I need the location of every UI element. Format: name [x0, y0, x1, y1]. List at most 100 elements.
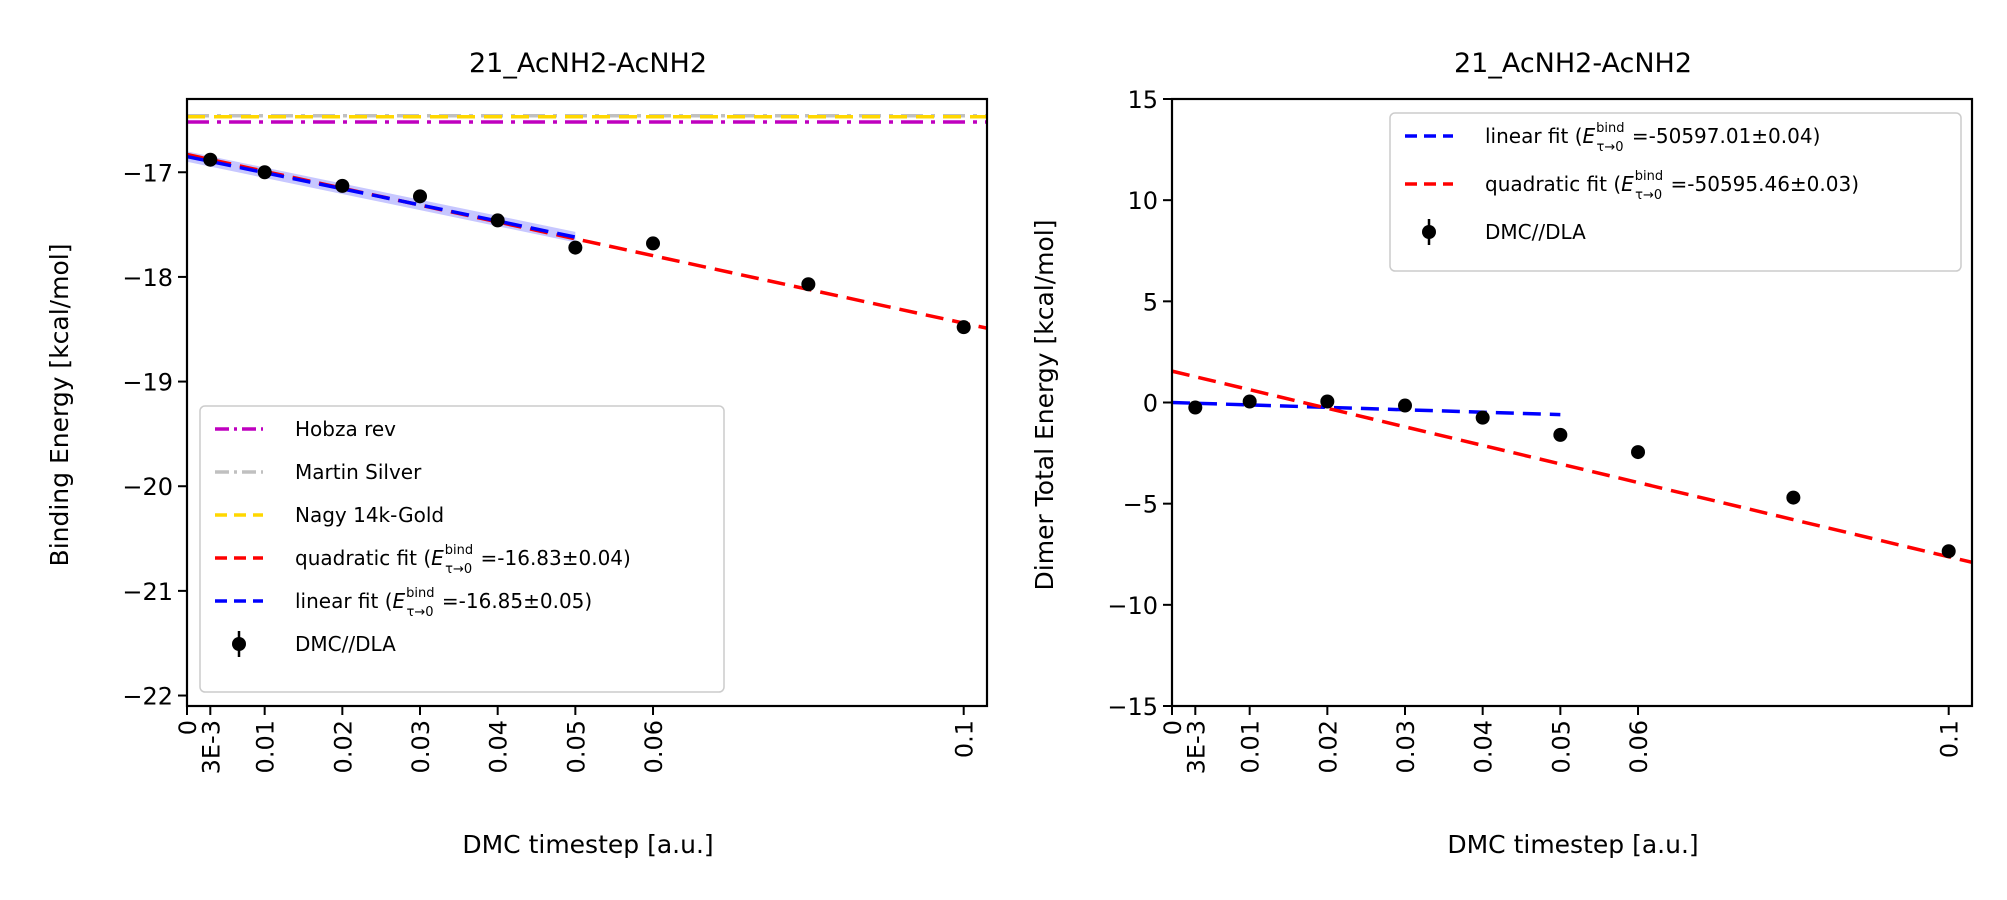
y-tick-label: −22	[122, 683, 173, 711]
data-point	[1188, 400, 1203, 415]
x-tick-label: 0.01	[252, 720, 280, 773]
y-tick-label: 15	[1127, 86, 1158, 114]
legend-label-prefix: linear fit (	[1485, 124, 1583, 148]
dimer-total-energy-chart: 21_AcNH2-AcNH2 DMC timestep [a.u.] Dimer…	[1030, 48, 1974, 859]
legend-label: Martin Silver	[295, 460, 422, 484]
data-point	[490, 213, 505, 228]
data-point	[956, 320, 971, 335]
y-axis-label: Binding Energy [kcal/mol]	[45, 244, 74, 567]
legend-box	[1389, 112, 1962, 272]
legend-label-symbol: E	[431, 546, 444, 570]
x-tick-label: 0.06	[640, 720, 668, 773]
axes-frame	[1170, 97, 1974, 708]
legend-label: quadratic fit (Ebind τ→0 =-16.83±0.04)	[295, 543, 631, 577]
data-point	[1242, 394, 1257, 409]
legend-label: Nagy 14k-Gold	[295, 503, 444, 527]
y-axis-ticks: −22 −21 −20 −19 −18 −17	[122, 159, 187, 711]
x-tick-label: 0.05	[1547, 720, 1575, 773]
fit-line-linear-fit	[187, 154, 576, 239]
legend-label-value: =-50597.01±0.04)	[1626, 124, 1821, 148]
legend-label-subscript: τ→0	[1597, 140, 1624, 155]
legend-label-superscript: bind	[445, 543, 473, 558]
x-tick-label: 0	[174, 720, 202, 735]
legend-label: DMC//DLA	[1485, 220, 1586, 244]
legend-label-symbol: E	[1583, 124, 1596, 148]
legend-label-superscript: bind	[1635, 169, 1663, 184]
legend-item-martin-silver: Martin Silver	[215, 460, 422, 484]
x-tick-label: 0.04	[485, 720, 513, 773]
y-tick-label: −17	[122, 159, 173, 187]
legend-item-linear-fit: linear fit (Ebind τ→0 =-16.85±0.05)	[215, 586, 592, 620]
legend-item-dmc-dla: DMC//DLA	[232, 631, 396, 657]
data-point	[1475, 410, 1490, 425]
x-tick-label: 0.03	[1392, 720, 1420, 773]
legend: Hobza rev Martin Silver Nagy 14k-Gold quadr…	[199, 405, 725, 693]
legend-label-subscript: τ→0	[1635, 188, 1662, 203]
x-tick-label: 0.02	[329, 720, 357, 773]
legend-label-prefix: quadratic fit (	[295, 546, 431, 570]
legend-item-linear-fit: linear fit (Ebind τ→0 =-50597.01±0.04)	[1405, 121, 1820, 155]
legend: linear fit (Ebind τ→0 =-50597.01±0.04)qua…	[1389, 112, 1962, 272]
x-tick-label: 3E-3	[1182, 720, 1210, 774]
y-tick-label: −15	[1107, 693, 1158, 721]
data-point	[1320, 394, 1335, 409]
legend-swatch-marker	[232, 637, 246, 651]
data-point	[1553, 427, 1568, 442]
x-tick-label: 0.1	[951, 720, 979, 758]
legend-label: quadratic fit (Ebind τ→0 =-50595.46±0.03)	[1485, 169, 1859, 203]
x-tick-label: 0.01	[1237, 720, 1265, 773]
legend-label-symbol: E	[393, 589, 406, 613]
legend-label-value: =-50595.46±0.03)	[1664, 172, 1859, 196]
binding-energy-chart: 21_AcNH2-AcNH2 DMC timestep [a.u.] Bindi…	[45, 48, 989, 859]
legend-label-value: =-16.85±0.05)	[436, 589, 593, 613]
y-tick-label: −21	[122, 578, 173, 606]
data-point	[335, 178, 350, 193]
y-tick-label: −5	[1123, 491, 1158, 519]
legend-label-symbol: E	[1621, 172, 1634, 196]
x-axis-ticks: 03E-3 0.01 0.02 0.03 0.04 0.05 0.06 0.1	[1159, 706, 1964, 774]
legend-item-quadratic-fit: quadratic fit (Ebind τ→0 =-16.83±0.04)	[215, 543, 631, 577]
y-tick-label: 0	[1143, 390, 1158, 418]
x-tick-label: 3E-3	[197, 720, 225, 774]
legend-label: linear fit (Ebind τ→0 =-16.85±0.05)	[295, 586, 592, 620]
y-tick-label: −10	[1107, 592, 1158, 620]
plot-area	[1172, 369, 1972, 565]
legend-label: DMC//DLA	[295, 632, 396, 656]
legend-item-hobza-rev: Hobza rev	[215, 417, 396, 441]
legend-label-superscript: bind	[406, 586, 434, 601]
plot-area	[187, 113, 987, 335]
axes-frame	[185, 97, 989, 708]
data-point	[801, 277, 816, 292]
legend-label: Hobza rev	[295, 417, 396, 441]
y-tick-label: −20	[122, 473, 173, 501]
x-tick-label: 0.02	[1314, 720, 1342, 773]
chart-title: 21_AcNH2-AcNH2	[469, 48, 707, 79]
y-axis-ticks: −15 −10 −5 0 5 10 15	[1107, 86, 1172, 721]
x-tick-label: 0.06	[1625, 720, 1653, 773]
data-point	[1786, 490, 1801, 505]
x-axis-ticks: 03E-3 0.01 0.02 0.03 0.04 0.05 0.06 0.1	[174, 706, 979, 774]
legend-label-prefix: linear fit (	[295, 589, 393, 613]
y-tick-label: −19	[122, 369, 173, 397]
y-tick-label: 5	[1143, 288, 1158, 316]
data-point	[203, 152, 218, 167]
x-tick-label: 0	[1159, 720, 1187, 735]
fit-line-quadratic-fit	[1172, 369, 1972, 565]
data-point	[568, 240, 583, 255]
fit-line-linear-fit	[1172, 400, 1561, 417]
data-point	[1941, 544, 1956, 559]
legend-label-value: =-16.83±0.04)	[474, 546, 631, 570]
x-axis-label: DMC timestep [a.u.]	[1447, 830, 1698, 859]
legend-label-prefix: quadratic fit (	[1485, 172, 1621, 196]
legend-item-dmc-dla: DMC//DLA	[1422, 219, 1586, 245]
legend-label-subscript: τ→0	[407, 605, 434, 620]
x-tick-label: 0.04	[1470, 720, 1498, 773]
data-point	[1398, 398, 1413, 413]
legend-label-subscript: τ→0	[445, 562, 472, 577]
data-point	[257, 165, 272, 180]
legend-box	[199, 405, 725, 693]
legend-swatch-marker	[1422, 225, 1436, 239]
data-point	[1631, 445, 1646, 460]
x-axis-label: DMC timestep [a.u.]	[462, 830, 713, 859]
